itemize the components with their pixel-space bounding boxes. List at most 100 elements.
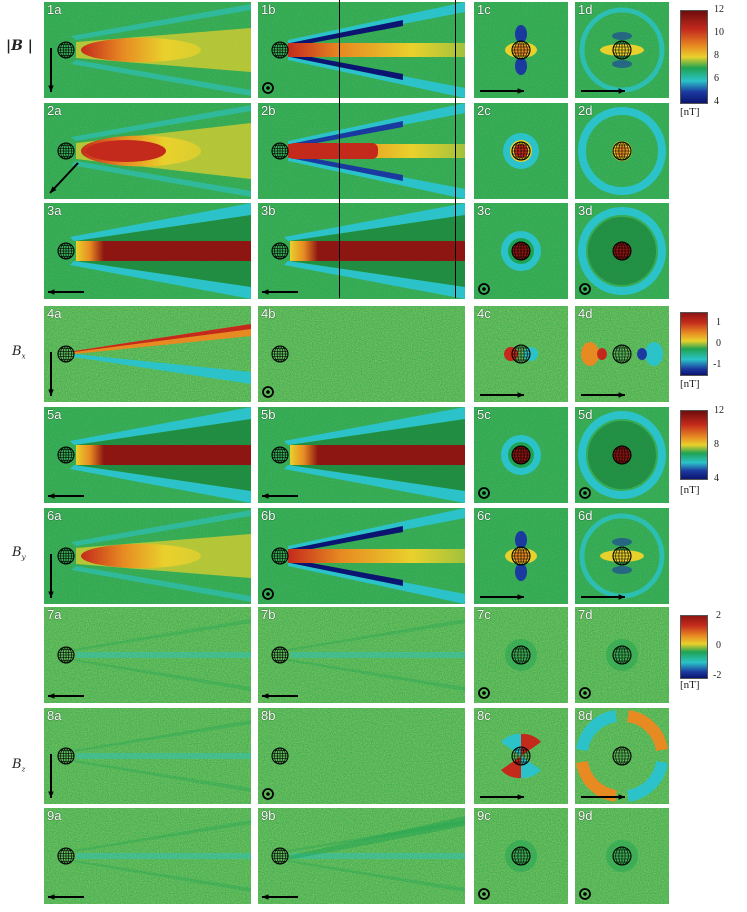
panel-1d: 1d: [575, 2, 669, 98]
colorbar-bx-tick: -1: [713, 359, 722, 370]
moon-globe-icon: [271, 446, 289, 464]
panel-label: 5b: [261, 407, 276, 422]
panel-5d-plot: [575, 407, 669, 503]
field-direction-icon: [581, 594, 625, 600]
moon-globe-icon: [271, 547, 289, 565]
colorbar-magnitude-tick: 10: [714, 27, 724, 38]
moon-globe-icon: [57, 142, 75, 160]
panel-label: 5d: [578, 407, 593, 422]
field-direction-icon: [480, 392, 524, 398]
panel-label: 7b: [261, 607, 276, 622]
panel-label: 8d: [578, 708, 593, 723]
moon-globe-icon: [57, 446, 75, 464]
bz-subscript: z: [21, 765, 26, 774]
panel-7d: 7d: [575, 607, 669, 703]
moon-globe-icon: [57, 747, 75, 765]
panel-1a: 1a: [44, 2, 251, 98]
colorbar-bz-unit: [nT]: [680, 679, 700, 691]
colorbar-by-gradient: [680, 410, 708, 480]
panel-2c: 2c: [474, 103, 568, 199]
by-subscript: y: [21, 553, 26, 562]
panel-4a: 4a: [44, 306, 251, 402]
field-direction-icon: [581, 794, 625, 800]
field-direction-icon: [262, 386, 274, 398]
colorbar-magnitude-unit: [nT]: [680, 106, 700, 118]
field-direction-icon: [478, 888, 490, 900]
panel-6d: 6d: [575, 508, 669, 604]
field-direction-icon: [478, 487, 490, 499]
moon-globe-icon: [511, 846, 531, 866]
bx-subscript: x: [21, 352, 26, 361]
panel-label: 1a: [47, 2, 62, 17]
field-direction-icon: [581, 88, 625, 94]
panel-9b: 9b: [258, 808, 465, 904]
moon-globe-icon: [612, 846, 632, 866]
abs-bar-right: |: [22, 38, 33, 54]
panel-9a-plot: [44, 808, 251, 904]
cut-line-right: [455, 0, 456, 298]
moon-globe-icon: [612, 546, 632, 566]
panel-1c-plot: [474, 2, 568, 98]
panel-6b-plot: [258, 508, 465, 604]
panel-1b-plot: [258, 2, 465, 98]
cut-line-left: [339, 0, 340, 298]
colorbar-magnitude-tick: 12: [714, 4, 724, 15]
panel-label: 9c: [477, 808, 491, 823]
panel-label: 7a: [47, 607, 62, 622]
panel-label: 2a: [47, 103, 62, 118]
panel-label: 4b: [261, 306, 276, 321]
colorbar-by-unit: [nT]: [680, 484, 700, 496]
abs-bar-left: |: [6, 38, 12, 54]
panel-label: 6c: [477, 508, 491, 523]
panel-5c: 5c: [474, 407, 568, 503]
panel-label: 3a: [47, 203, 62, 218]
colorbar-bz-tick: 0: [716, 640, 721, 651]
panel-6c-plot: [474, 508, 568, 604]
moon-globe-icon: [271, 646, 289, 664]
field-direction-icon: [48, 493, 84, 499]
moon-globe-icon: [271, 847, 289, 865]
moon-globe-icon: [612, 746, 632, 766]
moon-globe-icon: [57, 41, 75, 59]
panel-7a-plot: [44, 607, 251, 703]
moon-globe-icon: [57, 646, 75, 664]
moon-globe-icon: [57, 242, 75, 260]
panel-label: 8b: [261, 708, 276, 723]
field-direction-icon: [579, 487, 591, 499]
panel-label: 3c: [477, 203, 491, 218]
panel-8a: 8a: [44, 708, 251, 804]
colorbar-bx-tick: 0: [716, 338, 721, 349]
panel-7a: 7a: [44, 607, 251, 703]
panel-6c: 6c: [474, 508, 568, 604]
field-direction-icon: [262, 493, 298, 499]
panel-5c-plot: [474, 407, 568, 503]
panel-4d-plot: [575, 306, 669, 402]
field-direction-icon: [262, 588, 274, 600]
moon-globe-icon: [612, 344, 632, 364]
field-direction-icon: [478, 283, 490, 295]
colorbar-bx-unit: [nT]: [680, 378, 700, 390]
field-direction-icon: [48, 289, 84, 295]
moon-globe-icon: [57, 547, 75, 565]
moon-globe-icon: [271, 747, 289, 765]
moon-globe-icon: [511, 445, 531, 465]
field-direction-icon: [262, 788, 274, 800]
moon-globe-icon: [511, 40, 531, 60]
panel-label: 9d: [578, 808, 593, 823]
colorbar-magnitude-tick: 6: [714, 73, 719, 84]
panel-4a-plot: [44, 306, 251, 402]
panel-1c: 1c: [474, 2, 568, 98]
panel-3b-plot: [258, 203, 465, 299]
field-direction-icon: [480, 794, 524, 800]
panel-4c: 4c: [474, 306, 568, 402]
b-symbol: B: [11, 38, 23, 54]
panel-2b-plot: [258, 103, 465, 199]
panel-4b-plot: [258, 306, 465, 402]
field-direction-icon: [262, 894, 298, 900]
panel-label: 8a: [47, 708, 62, 723]
panel-9c-plot: [474, 808, 568, 904]
panel-4b: 4b: [258, 306, 465, 402]
colorbar-by-tick: 4: [714, 473, 719, 484]
panel-6b: 6b: [258, 508, 465, 604]
panel-label: 9b: [261, 808, 276, 823]
